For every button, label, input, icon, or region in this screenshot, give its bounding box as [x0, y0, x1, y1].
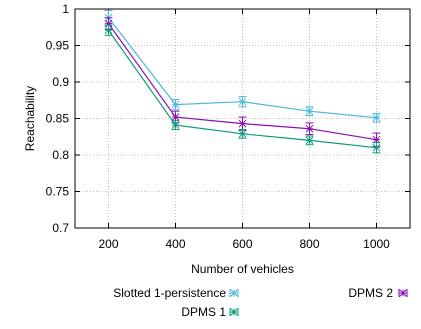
legend-errorbar	[398, 289, 408, 297]
y-tick-label: 0.95	[46, 39, 70, 53]
x-tick-label: 200	[98, 237, 118, 251]
data-point-dpms-2	[305, 124, 314, 133]
legend-label-dpms-2: DPMS 2	[348, 286, 393, 300]
axis-ticks: 0.7 0.75 0.8 0.85 0.9 0.95 1 200 400 600 800 1000	[46, 2, 410, 251]
data-point-dpms-1	[171, 121, 180, 129]
data-point-dpms-1	[372, 143, 381, 152]
x-tick-label: 800	[299, 237, 319, 251]
legend: Slotted 1-persistence DPMS 2 DPMS 1	[113, 286, 408, 319]
y-tick-label: 0.7	[52, 221, 69, 235]
grid	[75, 9, 410, 228]
data-point-dpms-1	[104, 26, 113, 35]
legend-marker-symbol	[230, 308, 238, 316]
series-layer	[104, 9, 381, 154]
data-point-slotted-1-persistence	[171, 100, 180, 109]
data-point-dpms-2	[171, 113, 180, 121]
data-point-dpms-2	[238, 119, 247, 128]
legend-marker-dpms-1	[229, 308, 239, 316]
data-point-slotted-1-persistence	[238, 97, 247, 106]
legend-marker-slotted-1-persistence	[229, 289, 239, 297]
data-point-slotted-1-persistence	[372, 113, 381, 122]
y-tick-label: 1	[62, 2, 69, 16]
y-tick-label: 0.9	[52, 75, 69, 89]
legend-errorbar	[229, 308, 239, 316]
x-tick-label: 400	[165, 237, 185, 251]
x-axis-label: Number of vehicles	[191, 262, 294, 276]
data-point-dpms-1	[238, 129, 247, 138]
data-point-dpms-2	[372, 135, 381, 144]
legend-label-slotted-1-persistence: Slotted 1-persistence	[113, 286, 226, 300]
y-tick-label: 0.8	[52, 148, 69, 162]
data-point-dpms-2	[104, 19, 113, 28]
legend-errorbar	[229, 289, 239, 297]
legend-label-dpms-1: DPMS 1	[181, 305, 226, 319]
y-axis-label: Reachability	[23, 86, 37, 151]
legend-marker-symbol	[399, 289, 407, 297]
data-point-slotted-1-persistence	[305, 107, 314, 116]
x-tick-label: 600	[232, 237, 252, 251]
y-tick-label: 0.85	[46, 112, 70, 126]
x-tick-label: 1000	[363, 237, 390, 251]
y-tick-label: 0.75	[46, 185, 70, 199]
legend-marker-symbol	[230, 289, 238, 297]
data-point-dpms-1	[305, 136, 314, 145]
legend-marker-dpms-2	[398, 289, 408, 297]
